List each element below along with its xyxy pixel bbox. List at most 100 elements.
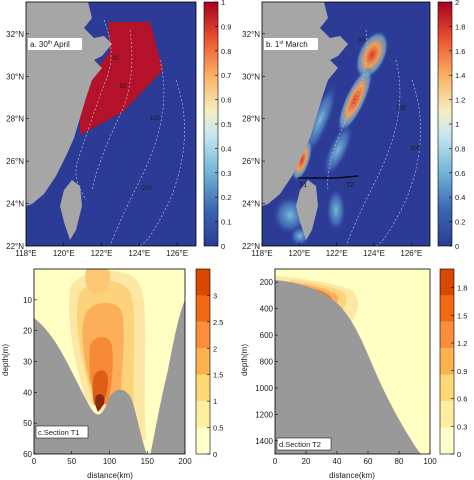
y-tick-label: 400 (260, 305, 274, 314)
panel-c-label: c.Section T1 (38, 428, 80, 437)
panel-a-release-area (80, 22, 163, 135)
panel-c-axes: 0 50 100 150 200 10 20 30 40 50 60 (23, 296, 192, 466)
colorbar-step (196, 321, 210, 349)
panel-b: 100 200 50 T1 T2 b. 1st March (262, 2, 430, 246)
colorbar-step (440, 321, 454, 349)
y-tick-label: 20 (23, 327, 32, 336)
y-tick-label: 1000 (255, 384, 273, 393)
x-tick-label: 124°E (128, 249, 150, 258)
panel-a-axes: 118°E 120°E 122°E 124°E 126°E 32°N 30°N 28°N 26°… (6, 30, 188, 258)
panel-a-label-box (28, 38, 82, 50)
y-tick-label: 22°N (6, 242, 24, 251)
colorbar-tick-label: 0.1 (221, 218, 231, 227)
colorbar-tick-label: 0.4 (455, 193, 465, 202)
colorbar-tick-label: 0.2 (455, 218, 465, 227)
y-tick-label: 28°N (6, 115, 24, 124)
panel-a-frame (25, 1, 197, 247)
colorbar-tick-label: 0.5 (221, 120, 231, 129)
colorbar-tick-label: 0.9 (221, 22, 231, 31)
colorbar-tick-label: 0 (221, 242, 225, 251)
colorbar-step (440, 348, 454, 375)
colorbar-tick-label: 1.2 (455, 96, 465, 105)
panel-d-label: d.Section T2 (279, 440, 321, 449)
colorbar-tick-label: 0 (457, 450, 461, 459)
colorbar-step (196, 374, 210, 402)
panel-d-xlabel: distance(km) (329, 471, 375, 480)
colorbar-tick-label: 2 (213, 344, 217, 353)
colorbar-tick-label: 1.5 (457, 311, 467, 320)
colorbar-tick-label: 1.8 (455, 22, 465, 31)
panel-c-colorbar-ticks: 0 0.5 1 1.5 2 2.5 3 (207, 291, 223, 459)
colorbar-step (196, 269, 210, 296)
panel-c-seabed (34, 269, 185, 454)
colorbar-step (196, 295, 210, 322)
colorbar-tick-label: 0.6 (221, 96, 231, 105)
panel-a-isobath-label: 50 (120, 84, 127, 90)
colorbar-tick-label: 0.8 (221, 47, 231, 56)
panel-d-colorbar (439, 268, 455, 455)
panel-a-isobath-label: 20 (112, 56, 119, 62)
colorbar-step (196, 427, 210, 454)
panel-b-plume (355, 30, 389, 80)
panel-c-xlabel: distance(km) (87, 471, 133, 480)
x-tick-label: 118°E (251, 249, 272, 258)
colorbar-tick-label: 0.6 (457, 395, 467, 404)
y-tick-label: 40 (23, 388, 32, 397)
y-tick-label: 28°N (242, 115, 260, 124)
y-tick-label: 30°N (6, 72, 24, 81)
x-tick-label: 124°E (363, 249, 385, 258)
colorbar-tick-label: 0 (213, 450, 217, 459)
panel-c-contour (85, 269, 111, 294)
colorbar-tick-label: 1 (213, 397, 217, 406)
x-tick-label: 0 (32, 457, 37, 466)
x-tick-label: 200 (178, 457, 192, 466)
x-tick-label: 126°E (166, 249, 188, 258)
panel-d-label-box (276, 437, 332, 451)
colorbar-step (196, 348, 210, 375)
panel-b-colorbar-ticks: 0 0.2 0.4 0.6 0.8 1 1.2 1.4 1.6 1.8 2 (449, 0, 465, 251)
y-tick-label: 800 (260, 358, 274, 367)
panel-b-label-box (264, 38, 318, 50)
colorbar-tick-label: 1.8 (457, 284, 467, 293)
y-tick-label: 200 (260, 278, 274, 287)
colorbar-tick-label: 1.6 (455, 47, 465, 56)
colorbar-tick-label: 2.5 (213, 318, 223, 327)
y-tick-label: 60 (23, 450, 32, 459)
panel-c-ylabel: depth(m) (1, 344, 10, 376)
panel-a-taiwan (60, 180, 82, 240)
panel-a-label: a. 30th April (30, 40, 70, 49)
y-tick-label: 30°N (242, 72, 260, 81)
section-label-t1: T1 (299, 182, 307, 189)
x-tick-label: 122°E (91, 249, 113, 258)
colorbar-tick-label: 0.3 (221, 169, 231, 178)
panel-b-taiwan (296, 180, 318, 240)
y-tick-label: 32°N (6, 30, 24, 39)
y-tick-label: 22°N (242, 242, 260, 251)
y-tick-label: 1400 (255, 437, 273, 446)
panel-c-contour (95, 394, 105, 412)
panel-b-plume (337, 67, 373, 133)
section-line-t2 (336, 175, 359, 179)
y-tick-label: 1200 (255, 410, 273, 419)
x-tick-label: 40 (333, 457, 342, 466)
colorbar-tick-label: 0.2 (221, 193, 231, 202)
x-tick-label: 118°E (15, 249, 36, 258)
y-tick-label: 50 (23, 419, 32, 428)
panel-a-colorbar-ticks: 0 0.1 0.2 0.3 0.4 0.5 0.6 0.7 0.8 0.9 1 (215, 0, 231, 251)
panel-c-label-box (35, 425, 89, 439)
y-tick-label: 10 (23, 296, 32, 305)
panel-b-frame (261, 1, 431, 247)
x-tick-label: 50 (67, 457, 76, 466)
x-tick-label: 100 (423, 457, 437, 466)
x-tick-label: 60 (364, 457, 373, 466)
colorbar-tick-label: 0 (455, 242, 459, 251)
panel-a-isobath-label: 100 (150, 116, 161, 122)
panel-d-colorbar-ticks: 0 0.3 0.6 0.9 1.2 1.5 1.8 (451, 284, 467, 459)
x-tick-label: 100 (103, 457, 117, 466)
colorbar-tick-label: 2 (455, 0, 459, 7)
panel-b-isobath-label: 100 (396, 106, 407, 112)
colorbar-tick-label: 0.6 (455, 169, 465, 178)
colorbar-tick-label: 1 (455, 120, 459, 129)
y-tick-label: 26°N (242, 157, 260, 166)
y-tick-label: 30 (23, 358, 32, 367)
